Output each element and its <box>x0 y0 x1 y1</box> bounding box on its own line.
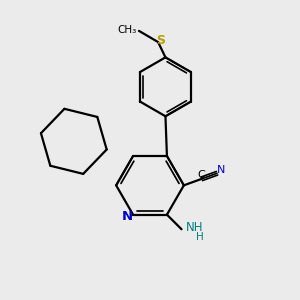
Text: C: C <box>197 170 205 180</box>
Text: N: N <box>216 165 225 175</box>
Text: N: N <box>122 210 133 223</box>
Text: NH: NH <box>186 221 203 234</box>
Text: CH₃: CH₃ <box>117 25 136 35</box>
Text: H: H <box>196 232 204 242</box>
Text: S: S <box>156 34 165 47</box>
